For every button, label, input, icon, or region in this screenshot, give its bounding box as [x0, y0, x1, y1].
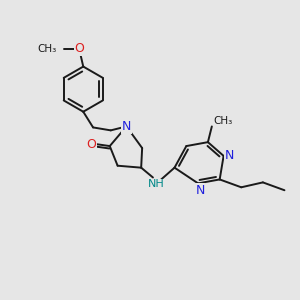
Text: CH₃: CH₃	[38, 44, 57, 54]
Text: NH: NH	[148, 179, 164, 189]
Text: O: O	[86, 138, 96, 151]
Text: O: O	[74, 42, 84, 56]
Text: N: N	[195, 184, 205, 197]
Text: CH₃: CH₃	[214, 116, 233, 126]
Text: N: N	[122, 120, 131, 133]
Text: N: N	[225, 149, 234, 162]
